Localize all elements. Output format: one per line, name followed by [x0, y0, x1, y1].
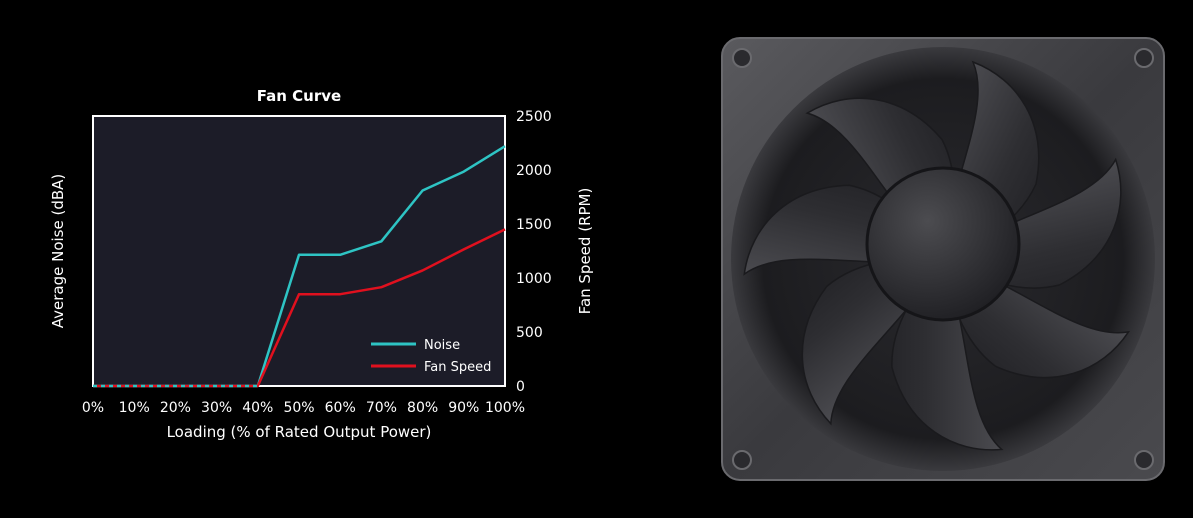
legend-label-fan-speed: Fan Speed	[424, 360, 491, 375]
fan-curve-chart: Fan Curve 0% 10% 20% 30% 40% 50% 60% 70% 80% 90% 1…	[49, 87, 594, 441]
screw-hole-icon	[732, 48, 752, 68]
chart-legend: Noise Fan Speed	[371, 338, 491, 375]
x-tick-label: 10%	[119, 400, 150, 416]
fan-hub	[865, 166, 1021, 322]
plot-area	[92, 115, 506, 387]
x-tick-label: 50%	[283, 400, 314, 416]
x-tick-label: 20%	[160, 400, 191, 416]
x-tick-label: 0%	[82, 400, 104, 416]
y-right-tick-label: 1000	[516, 271, 552, 287]
series-line-fan-speed	[93, 228, 506, 388]
series-layer	[93, 145, 506, 388]
x-tick-label: 60%	[325, 400, 356, 416]
cooling-fan-image	[721, 37, 1165, 481]
chart-title: Fan Curve	[257, 87, 341, 105]
x-tick-label: 70%	[366, 400, 397, 416]
x-tick-label: 90%	[448, 400, 479, 416]
screw-hole-icon	[732, 450, 752, 470]
y-right-tick-label: 500	[516, 325, 543, 341]
legend-label-noise: Noise	[424, 338, 460, 353]
y-right-axis-label: Fan Speed (RPM)	[576, 188, 594, 315]
y-right-tick-label: 0	[516, 379, 525, 395]
screw-hole-icon	[1134, 450, 1154, 470]
y-left-axis-label: Average Noise (dBA)	[49, 174, 67, 329]
x-tick-label: 30%	[201, 400, 232, 416]
y-right-tick-label: 2000	[516, 163, 552, 179]
x-tick-label: 80%	[407, 400, 438, 416]
y-right-tick-label: 2500	[516, 109, 552, 125]
x-tick-label: 100%	[485, 400, 525, 416]
screw-hole-icon	[1134, 48, 1154, 68]
y-right-tick-labels: 0 500 1000 1500 2000 2500	[516, 109, 552, 395]
x-tick-labels: 0% 10% 20% 30% 40% 50% 60% 70% 80% 90% 100%	[82, 400, 525, 416]
x-axis-label: Loading (% of Rated Output Power)	[167, 423, 432, 441]
y-right-tick-label: 1500	[516, 217, 552, 233]
x-tick-label: 40%	[242, 400, 273, 416]
